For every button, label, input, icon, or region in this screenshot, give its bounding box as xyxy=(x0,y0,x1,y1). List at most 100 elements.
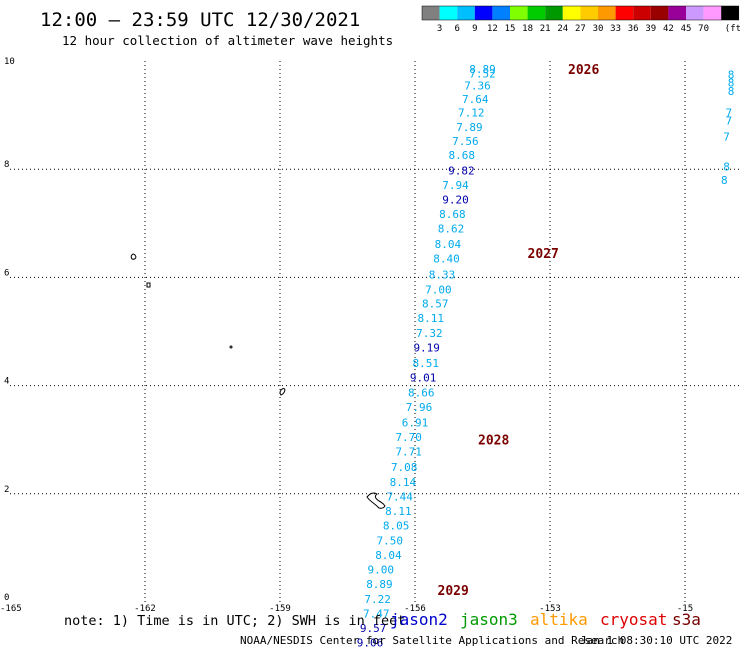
swh-value: 9.82 xyxy=(448,164,475,177)
legend-sat-cryosat: cryosat xyxy=(600,610,667,629)
y-tick-label: 2 xyxy=(4,485,9,495)
colorbar-label: 18 xyxy=(522,24,533,34)
colorbar-label: 33 xyxy=(610,24,621,34)
swh-value-edge: 8 xyxy=(728,69,735,82)
pass-label: 2029 xyxy=(438,584,469,599)
x-tick-label: -159 xyxy=(269,604,291,614)
legend-sat-s3a: s3a xyxy=(672,610,701,629)
swh-value: 7.47 xyxy=(363,607,390,620)
swh-value: 7.32 xyxy=(416,327,443,340)
footer-credit: NOAA/NESDIS Center for Satellite Applica… xyxy=(240,634,624,647)
swh-value: 9.57 xyxy=(360,622,387,635)
map-grid xyxy=(10,61,740,602)
colorbar-swatch xyxy=(492,6,510,20)
y-tick-label: 10 xyxy=(4,57,15,67)
colorbar-swatch xyxy=(510,6,528,20)
colorbar-swatch xyxy=(650,6,669,20)
swh-value: 8.11 xyxy=(385,505,412,518)
colorbar-unit: (ft) xyxy=(725,24,740,34)
swh-value: 7.64 xyxy=(462,93,489,106)
swh-value: 8.68 xyxy=(449,149,476,162)
colorbar-label: 3 xyxy=(437,24,442,34)
y-tick-label: 0 xyxy=(4,593,9,603)
swh-value-edge: 8 xyxy=(723,160,730,173)
colorbar-swatch xyxy=(615,6,634,20)
swh-value-edge: 7 xyxy=(723,131,730,144)
swh-value: 7.96 xyxy=(406,401,433,414)
swh-value: 7.94 xyxy=(442,179,469,192)
colorbar-swatch xyxy=(633,6,651,20)
swh-value: 9.01 xyxy=(410,371,437,384)
island-2 xyxy=(146,282,151,288)
swh-value: 9.20 xyxy=(442,193,469,206)
colorbar-border xyxy=(421,5,740,21)
x-tick-label: -156 xyxy=(404,604,426,614)
legend-sat-altika: altika xyxy=(530,610,588,629)
colorbar-label: 21 xyxy=(540,24,551,34)
axis-ticks: -165 -162 -159 -156 -153 -15 0 2 4 6 8 10 xyxy=(0,57,693,614)
colorbar-swatch xyxy=(527,6,546,20)
swh-value: 7.22 xyxy=(364,593,391,606)
x-tick-label: -153 xyxy=(539,604,561,614)
x-tick-label: -165 xyxy=(0,604,22,614)
legend-sat-jason2: jason2 xyxy=(390,610,448,629)
swh-value: 7.44 xyxy=(386,491,413,504)
pass-label: 2028 xyxy=(478,434,509,449)
swh-value: 8.14 xyxy=(390,476,417,489)
satellite-track: 8.897.527.367.647.127.897.568.689.827.94… xyxy=(357,63,496,650)
colorbar-swatch xyxy=(457,6,475,20)
swh-value: 7.00 xyxy=(425,283,452,296)
swh-value: 8.89 xyxy=(366,578,393,591)
swh-value: 9.19 xyxy=(413,342,440,355)
colorbar-label: 15 xyxy=(505,24,516,34)
page-title: 12:00 – 23:59 UTC 12/30/2021 xyxy=(40,9,360,31)
colorbar-label: 70 xyxy=(698,24,709,34)
colorbar-swatch xyxy=(686,6,704,20)
island-5 xyxy=(366,492,386,509)
colorbar-label: 6 xyxy=(454,24,459,34)
swh-value: 7.71 xyxy=(395,446,422,459)
pass-labels: 2026 2027 2028 2029 xyxy=(438,63,600,599)
swh-value: 9.00 xyxy=(368,564,395,577)
satellite-legend: jason2 jason3 altika cryosat s3a xyxy=(390,610,701,629)
swh-value: 8.57 xyxy=(422,297,449,310)
swh-value: 8.04 xyxy=(435,238,462,251)
footer-timestamp: Jan 1 08:30:10 UTC 2022 xyxy=(580,634,732,647)
swh-value: 7.70 xyxy=(395,431,422,444)
swh-value: 8.11 xyxy=(418,312,445,325)
y-tick-label: 6 xyxy=(4,268,9,278)
legend-sat-jason3: jason3 xyxy=(460,610,518,629)
colorbar-swatch xyxy=(598,6,616,20)
swh-value-edge: 8 xyxy=(721,174,728,187)
swh-value: 7.12 xyxy=(458,106,485,119)
swh-value: 8.66 xyxy=(408,387,435,400)
colorbar-swatch xyxy=(668,6,686,20)
colorbar-swatch xyxy=(545,6,563,20)
swh-value: 7.08 xyxy=(391,461,418,474)
coastlines xyxy=(130,253,386,509)
swh-value: 9.06 xyxy=(357,637,384,650)
swh-value-edge: 8 xyxy=(728,85,735,98)
colorbar-label: 27 xyxy=(575,24,586,34)
swh-value: 7.50 xyxy=(377,534,404,547)
colorbar-swatch xyxy=(721,6,739,20)
swh-value: 8.40 xyxy=(433,252,460,265)
colorbar-swatch xyxy=(580,6,598,20)
swh-value: 7.89 xyxy=(456,121,483,134)
swh-value: 8.68 xyxy=(439,208,466,221)
swh-value: 8.62 xyxy=(438,223,465,236)
island-4 xyxy=(279,388,286,396)
swh-value: 8.05 xyxy=(383,520,410,533)
x-tick-label: -15 xyxy=(677,604,693,614)
island-3 xyxy=(229,345,233,349)
colorbar-label: 36 xyxy=(628,24,639,34)
y-tick-label: 4 xyxy=(4,377,9,387)
colorbar-label: 24 xyxy=(557,24,568,34)
colorbar-swatch xyxy=(422,6,440,20)
swh-value: 7.36 xyxy=(464,79,491,92)
swh-value-edge: 7 xyxy=(726,115,733,128)
colorbar-swatch xyxy=(439,6,458,20)
